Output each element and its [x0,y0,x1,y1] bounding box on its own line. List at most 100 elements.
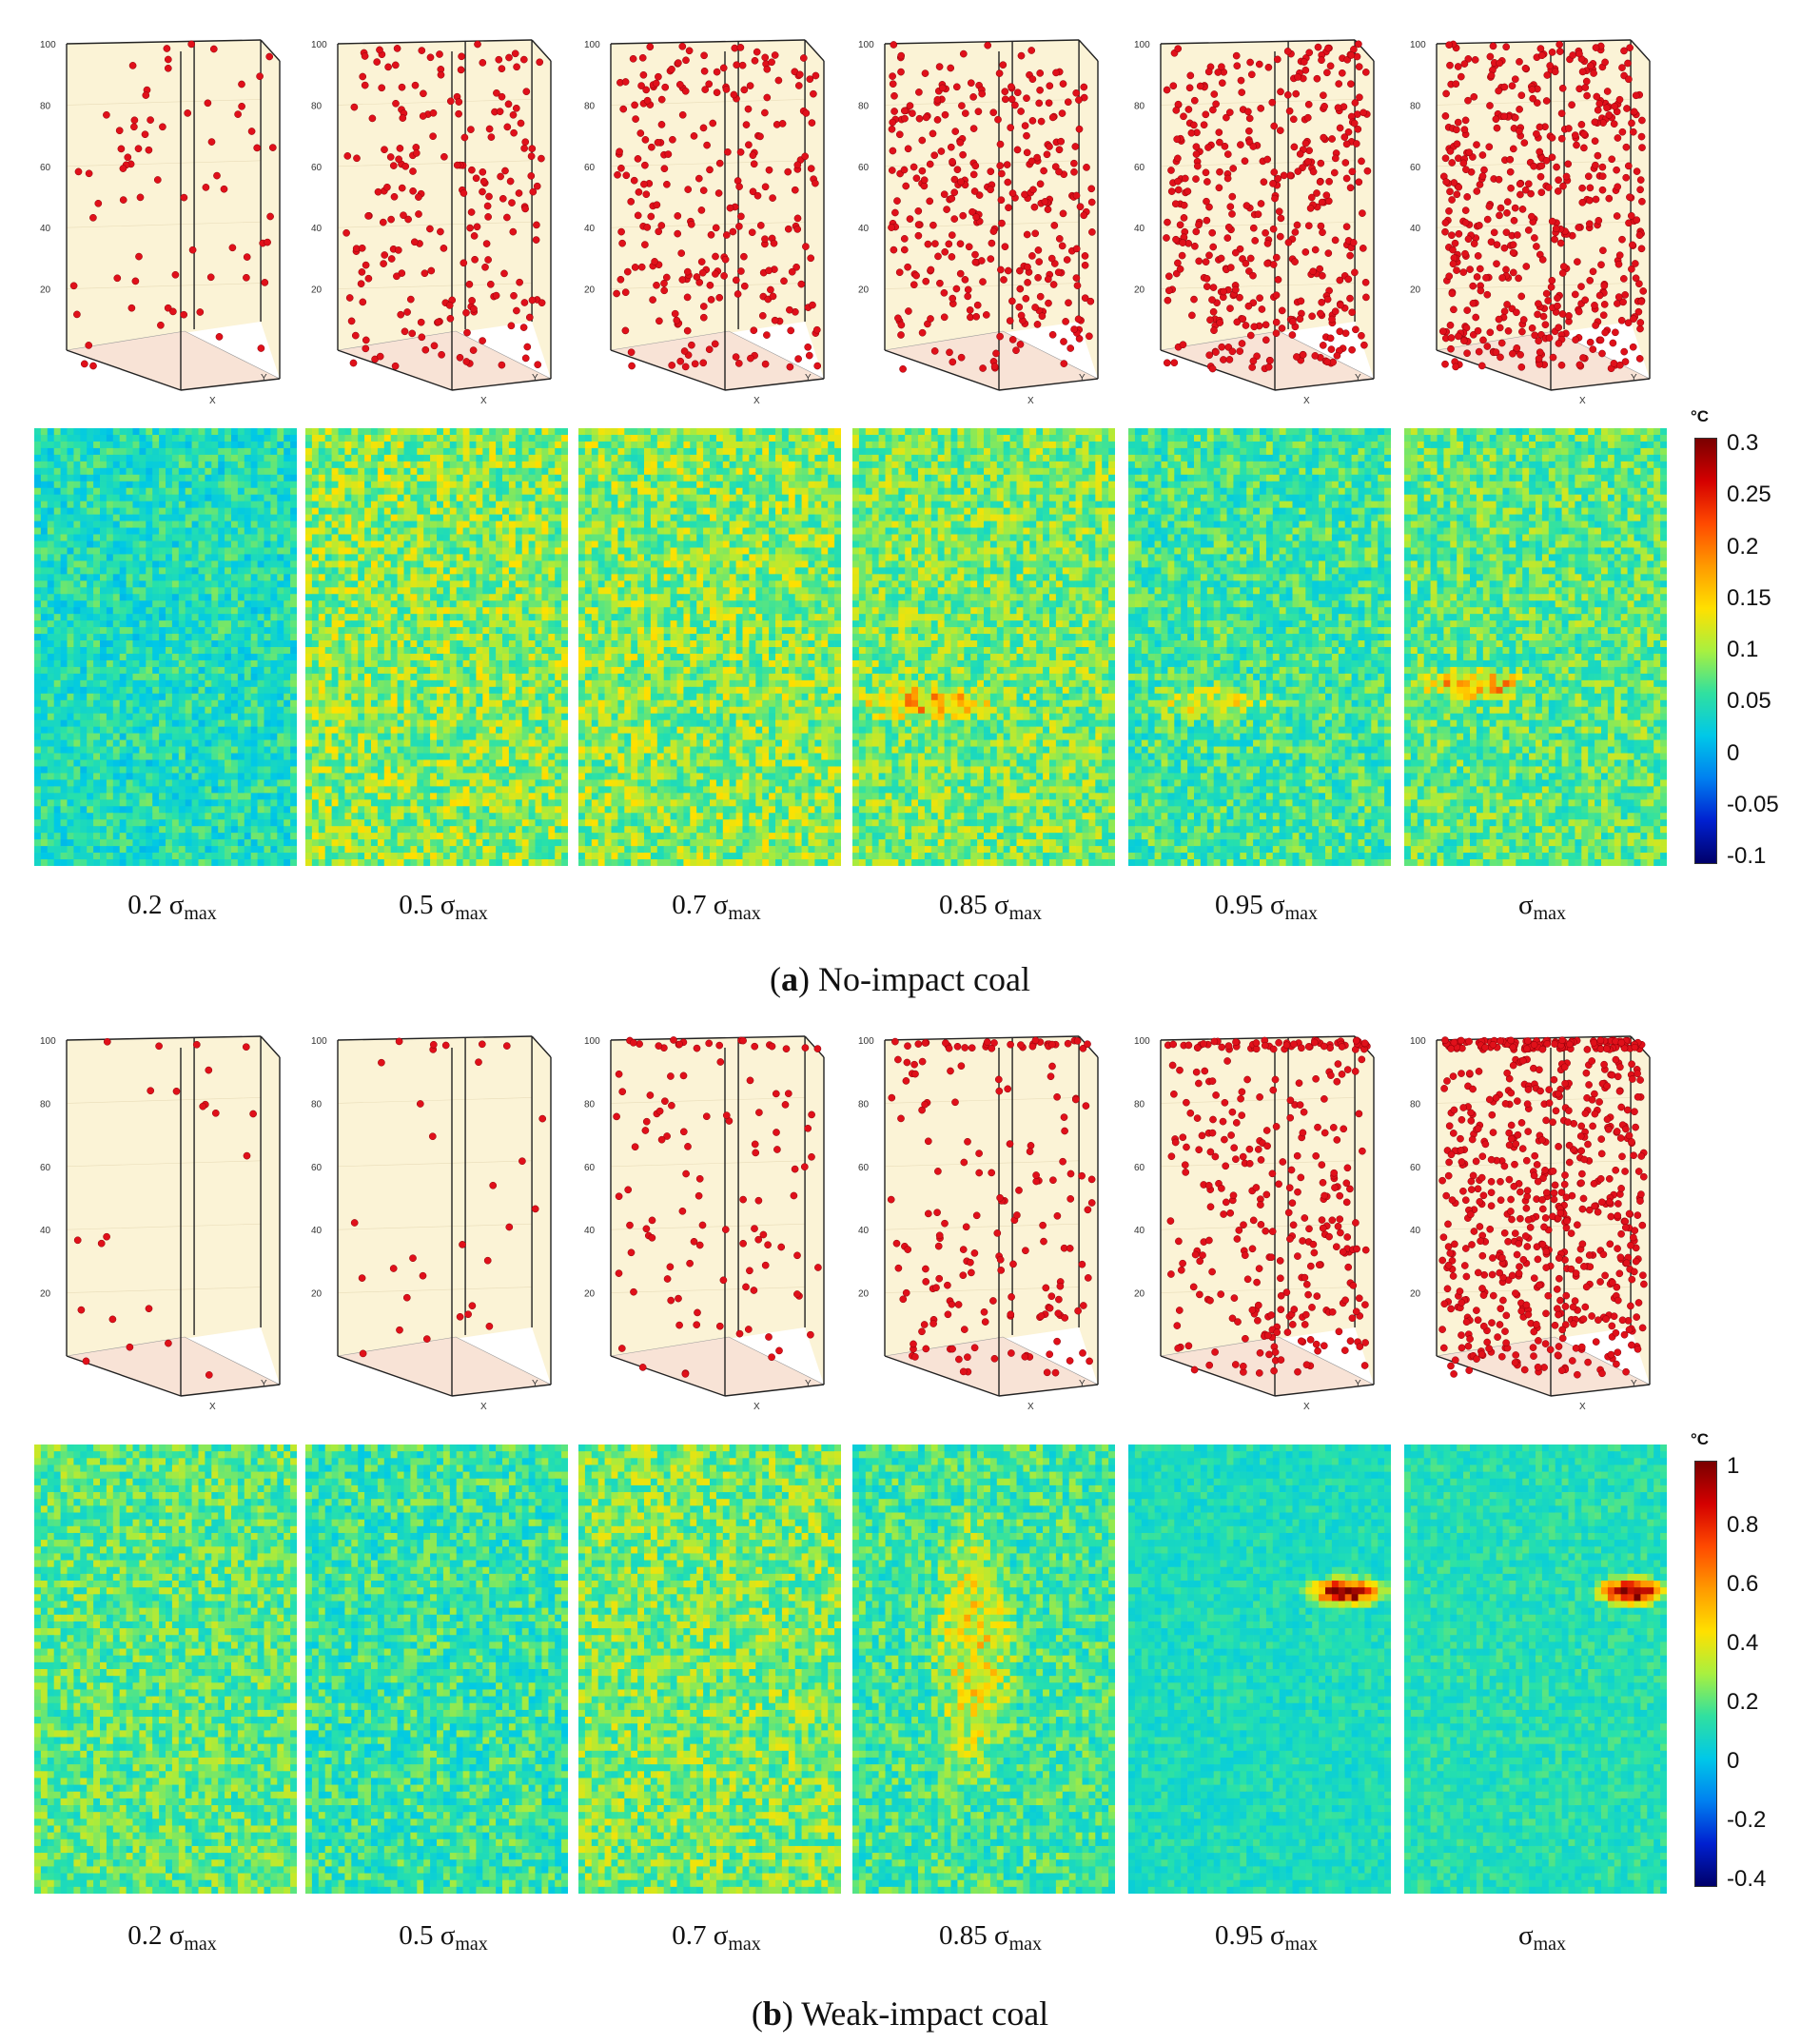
ae-event-point [165,1339,172,1347]
ae-event-point [1575,307,1583,316]
ae-event-point [1446,61,1454,69]
ae-event-point [1579,1194,1588,1203]
ae-event-point [930,347,939,355]
ae-event-point [1257,105,1265,112]
ae-event-point [1204,1181,1213,1189]
ae-cube-a-1: 100 80 60 40 20 X Y [38,36,291,407]
ae-event-point [784,1090,792,1098]
ae-event-point [893,197,901,205]
ae-event-point [1492,348,1500,357]
ae-event-point [1206,316,1214,324]
ae-event-point [1528,324,1536,332]
ae-event-point [1053,1211,1062,1220]
ae-event-point [1503,208,1511,217]
z-tick-label: 100 [1410,40,1426,50]
ae-event-point [1540,1364,1548,1371]
ae-event-point [1638,116,1646,125]
ae-event-point [1190,295,1198,304]
ae-event-point [1249,224,1258,232]
ae-event-point [1589,345,1597,353]
ae-event-point [1478,1251,1487,1260]
ae-event-point [1501,1327,1509,1335]
ae-event-point [1251,237,1260,245]
ae-event-point [1301,1310,1310,1319]
ae-event-point [1487,1155,1496,1164]
ae-event-point [1631,1108,1638,1116]
ae-event-point [632,115,639,123]
ae-event-point [1445,206,1453,215]
sigma-symbol: σ [994,890,1009,920]
ae-event-point [1336,1215,1344,1224]
ae-event-point [1211,1348,1219,1356]
ae-event-point [613,1112,620,1121]
ae-event-point [1459,1104,1468,1111]
ae-event-point [401,162,410,170]
ae-event-point [1511,1359,1519,1366]
ae-event-point [1551,68,1559,76]
ae-event-point [1636,176,1645,184]
ae-event-point [761,53,770,62]
ae-event-point [1044,275,1052,284]
ae-event-point [1485,203,1494,210]
ae-event-point [379,218,387,226]
ae-event-point [1038,312,1047,321]
ae-event-point [264,238,271,246]
ae-event-point [1599,311,1608,320]
ae-event-point [397,310,405,319]
ae-event-point [693,1044,701,1052]
ae-event-point [1352,1307,1360,1316]
ae-event-point [655,317,663,325]
x-axis-label: X [480,1402,487,1412]
ae-event-point [1324,44,1332,52]
ae-event-point [642,1117,651,1126]
ae-event-point [771,316,779,324]
ae-event-point [1562,1291,1571,1300]
ae-event-point [1603,1082,1612,1091]
ae-event-point [1593,92,1601,101]
ae-event-point [1248,364,1257,371]
colorbar-tick-label: 0.25 [1727,482,1771,508]
ae-event-point [642,86,651,94]
ae-event-point [479,59,487,67]
ae-event-point [968,1268,975,1277]
ae-event-point [1555,1254,1563,1262]
ae-event-point [1438,1326,1446,1333]
ae-event-point [1508,1215,1516,1224]
ae-event-point [1346,1337,1355,1346]
ae-event-point [1205,351,1214,360]
ae-event-point [172,1087,181,1095]
y-axis-label: Y [805,373,812,383]
ae-event-point [247,128,256,135]
ae-event-point [1304,100,1313,108]
ae-event-point [1469,299,1477,307]
ae-event-point [1595,1316,1602,1325]
ae-event-point [911,1353,919,1361]
ae-event-point [1361,1246,1370,1254]
ae-event-point [147,116,154,124]
ae-event-point [266,212,274,221]
z-tick-label: 60 [1134,1163,1145,1173]
ae-event-point [1595,291,1604,300]
ae-event-point [1575,49,1583,58]
ae-event-point [946,348,953,357]
ae-event-point [1633,1313,1641,1321]
ae-event-point [256,72,264,81]
colorbar-tick-label: 0.3 [1727,430,1758,457]
ae-event-point [1351,1068,1360,1075]
ae-event-point [902,1077,910,1085]
ae-event-point [795,70,804,79]
ae-event-point [1564,160,1573,168]
ae-event-point [1511,204,1519,212]
ae-event-point [661,1097,669,1106]
ae-event-point [1572,1344,1580,1352]
ae-event-point [996,1193,1004,1202]
ae-event-point [1598,172,1607,181]
ae-event-point [1190,121,1198,129]
ae-event-point [534,361,542,369]
ae-event-point [678,276,687,284]
ae-event-point [1013,88,1022,97]
ae-event-point [1441,227,1449,236]
ae-event-point [1477,1350,1486,1359]
ae-event-point [1087,1175,1096,1184]
ae-event-point [1031,304,1039,311]
